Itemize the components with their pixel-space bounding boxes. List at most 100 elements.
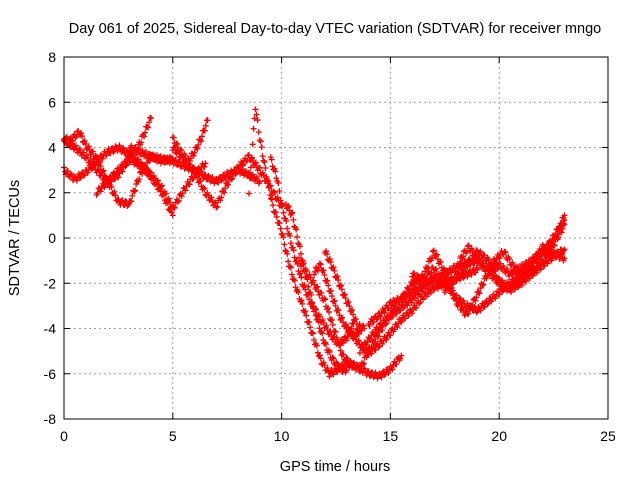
data-point-marker	[433, 251, 440, 258]
data-point-marker	[115, 167, 122, 174]
data-point-marker	[361, 365, 368, 372]
data-point-marker	[448, 280, 455, 287]
data-point-marker	[517, 271, 524, 278]
data-point-marker	[539, 259, 546, 266]
data-point-marker	[200, 175, 207, 182]
data-point-marker	[302, 308, 309, 315]
data-point-marker	[225, 181, 232, 188]
data-point-marker	[154, 177, 161, 184]
data-point-marker	[526, 266, 533, 273]
data-point-marker	[351, 360, 358, 367]
data-point-marker	[182, 152, 189, 159]
data-point-marker	[258, 144, 265, 151]
data-point-marker	[291, 223, 298, 230]
data-point-marker	[335, 339, 342, 346]
data-point-marker	[306, 319, 313, 326]
data-point-marker	[337, 347, 344, 354]
data-point-marker	[448, 269, 455, 276]
data-point-marker	[162, 190, 169, 197]
data-point-marker	[81, 137, 88, 144]
data-point-marker	[272, 208, 279, 215]
data-point-marker	[135, 178, 142, 185]
data-point-marker	[377, 373, 384, 380]
data-point-marker	[283, 217, 290, 224]
data-point-marker	[397, 355, 404, 362]
data-point-marker	[445, 285, 452, 292]
data-point-marker	[229, 175, 236, 182]
data-point-marker	[561, 216, 568, 223]
data-point-marker	[139, 147, 146, 154]
data-point-marker	[296, 243, 303, 250]
data-point-marker	[409, 281, 416, 288]
data-point-marker	[460, 297, 467, 304]
data-point-marker	[284, 225, 291, 232]
data-point-marker	[363, 341, 370, 348]
data-point-marker	[263, 173, 270, 180]
data-point-marker	[199, 133, 206, 140]
data-point-marker	[419, 288, 426, 295]
data-point-marker	[394, 324, 401, 331]
data-point-marker	[287, 240, 294, 247]
data-point-marker	[171, 204, 178, 211]
data-point-marker	[209, 174, 216, 181]
data-point-marker	[245, 190, 252, 197]
data-point-marker	[335, 277, 342, 284]
data-point-marker	[97, 163, 104, 170]
data-point-marker	[144, 165, 151, 172]
data-point-marker	[200, 184, 207, 191]
data-point-marker	[138, 139, 145, 146]
data-point-marker	[197, 136, 204, 143]
data-point-marker	[548, 257, 555, 264]
data-point-marker	[364, 351, 371, 358]
data-point-marker	[326, 373, 333, 380]
data-point-marker	[533, 258, 540, 265]
data-point-marker	[472, 297, 479, 304]
data-point-marker	[78, 130, 85, 137]
data-point-marker	[409, 273, 416, 280]
data-point-marker	[393, 361, 400, 368]
data-point-marker	[473, 294, 480, 301]
data-point-marker	[415, 291, 422, 298]
data-point-marker	[96, 159, 103, 166]
data-point-marker	[329, 321, 336, 328]
data-point-marker	[480, 260, 487, 267]
data-point-marker	[488, 298, 495, 305]
data-point-marker	[285, 203, 292, 210]
data-point-marker	[412, 295, 419, 302]
data-point-marker	[513, 281, 520, 288]
data-point-marker	[222, 185, 229, 192]
data-point-marker	[191, 149, 198, 156]
data-point-marker	[276, 187, 283, 194]
data-point-marker	[356, 350, 363, 357]
data-point-marker	[505, 286, 512, 293]
data-point-marker	[218, 194, 225, 201]
data-point-marker	[119, 197, 126, 204]
data-point-marker	[328, 287, 335, 294]
data-point-marker	[256, 137, 263, 144]
data-point-marker	[331, 267, 338, 274]
data-point-marker	[307, 274, 314, 281]
data-point-marker	[549, 252, 556, 259]
data-point-marker	[324, 306, 331, 313]
data-point-marker	[198, 168, 205, 175]
data-point-marker	[132, 187, 139, 194]
data-point-marker	[548, 237, 555, 244]
data-point-marker	[299, 300, 306, 307]
data-point-marker	[417, 299, 424, 306]
data-point-marker	[69, 138, 76, 145]
data-point-marker	[309, 329, 316, 336]
data-point-marker	[128, 198, 135, 205]
y-axis-label: SDTVAR / TECUs	[7, 180, 23, 296]
data-point-marker	[532, 267, 539, 274]
data-point-marker	[141, 133, 148, 140]
data-point-marker	[296, 255, 303, 262]
data-point-marker	[540, 258, 547, 265]
data-point-marker	[356, 368, 363, 375]
data-point-marker	[308, 291, 315, 298]
data-point-marker	[309, 299, 316, 306]
data-point-marker	[103, 152, 110, 159]
data-point-marker	[182, 187, 189, 194]
data-point-marker	[295, 289, 302, 296]
data-point-marker	[460, 253, 467, 260]
